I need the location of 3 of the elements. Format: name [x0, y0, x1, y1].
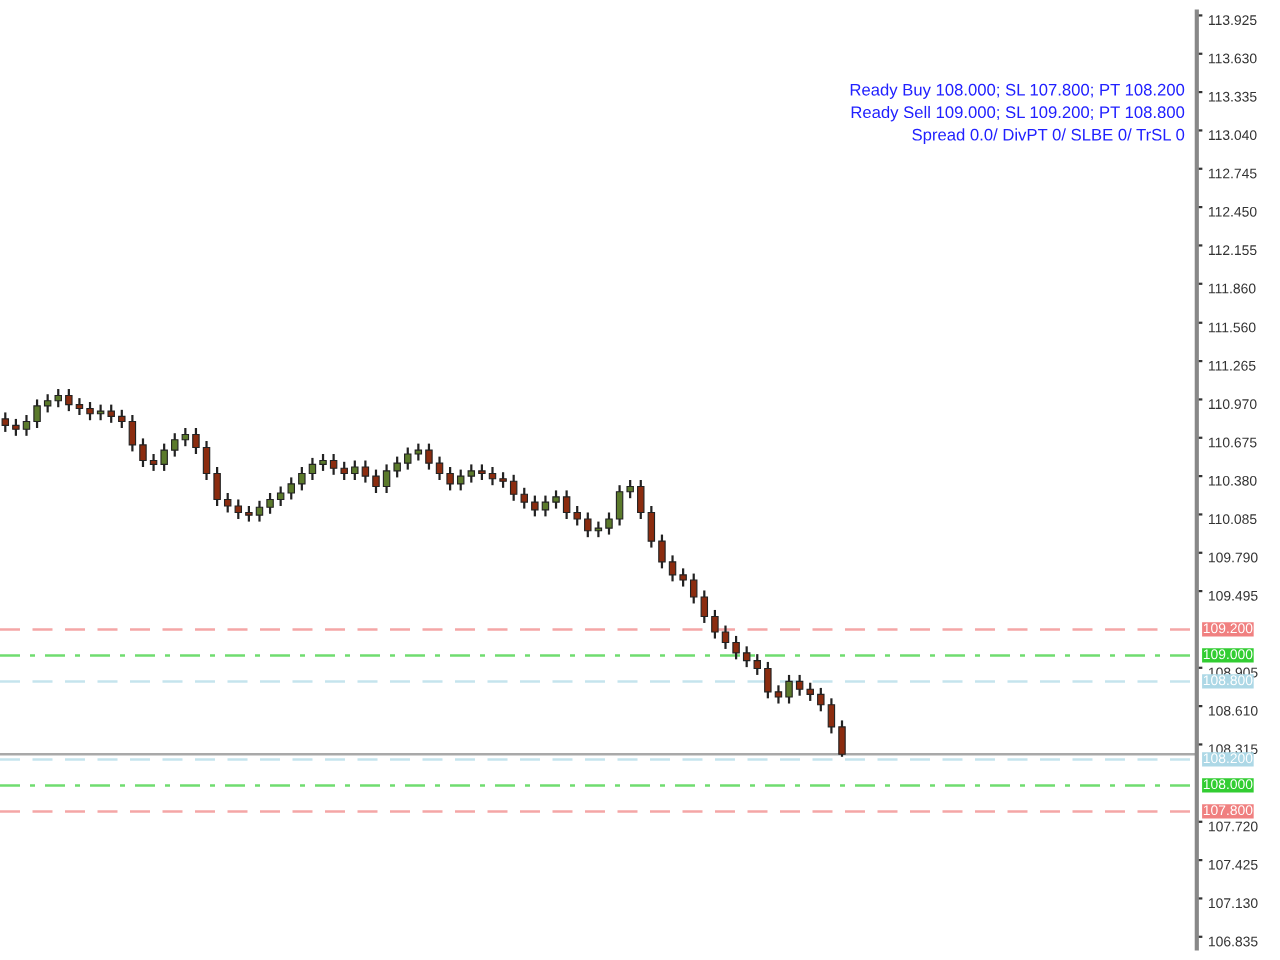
annotation: Spread 0.0/ DivPT 0/ SLBE 0/ TrSL 0	[912, 128, 1185, 144]
annotation: Ready Buy 108.000; SL 107.800; PT 108.200	[850, 83, 1185, 99]
annotation: Ready Sell 109.000; SL 109.200; PT 108.800	[851, 105, 1185, 122]
